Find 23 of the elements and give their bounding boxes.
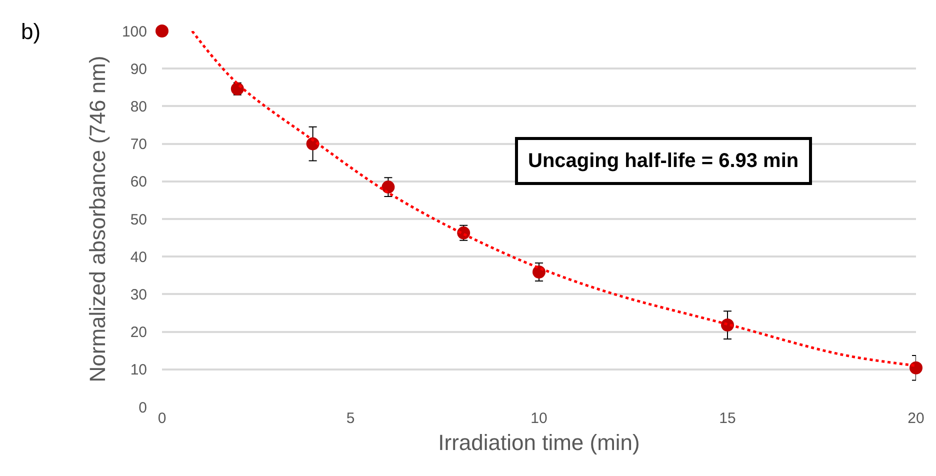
y-axis-title: Normalized absorbance (746 nm) (84, 56, 110, 382)
annotation: Uncaging half-life = 6.93 min (528, 150, 799, 172)
x-axis-title: Irradiation time (min) (438, 430, 640, 455)
y-tick-label: 60 (130, 174, 147, 191)
text: b) (21, 19, 41, 44)
y-tick-label: 100 (122, 23, 147, 40)
x-tick-label: 0 (158, 410, 166, 427)
y-tick-label: 50 (130, 211, 147, 228)
y-tick-label: 20 (130, 324, 147, 342)
y-tick-label: 30 (130, 286, 147, 304)
y-tick-label: 90 (130, 60, 147, 78)
y-tick-label: 10 (130, 362, 147, 379)
point (382, 180, 395, 194)
x-tick-label: 10 (530, 410, 548, 427)
point (156, 24, 168, 38)
y-tick-label: 80 (130, 98, 147, 116)
point (532, 266, 546, 279)
y-tick-label: 70 (130, 136, 147, 154)
x-tick-label: 20 (908, 410, 924, 427)
x-tick-label: 15 (719, 410, 736, 427)
y-tick-label: 40 (130, 248, 147, 266)
point (910, 361, 922, 374)
x-tick-label: 5 (346, 410, 355, 427)
